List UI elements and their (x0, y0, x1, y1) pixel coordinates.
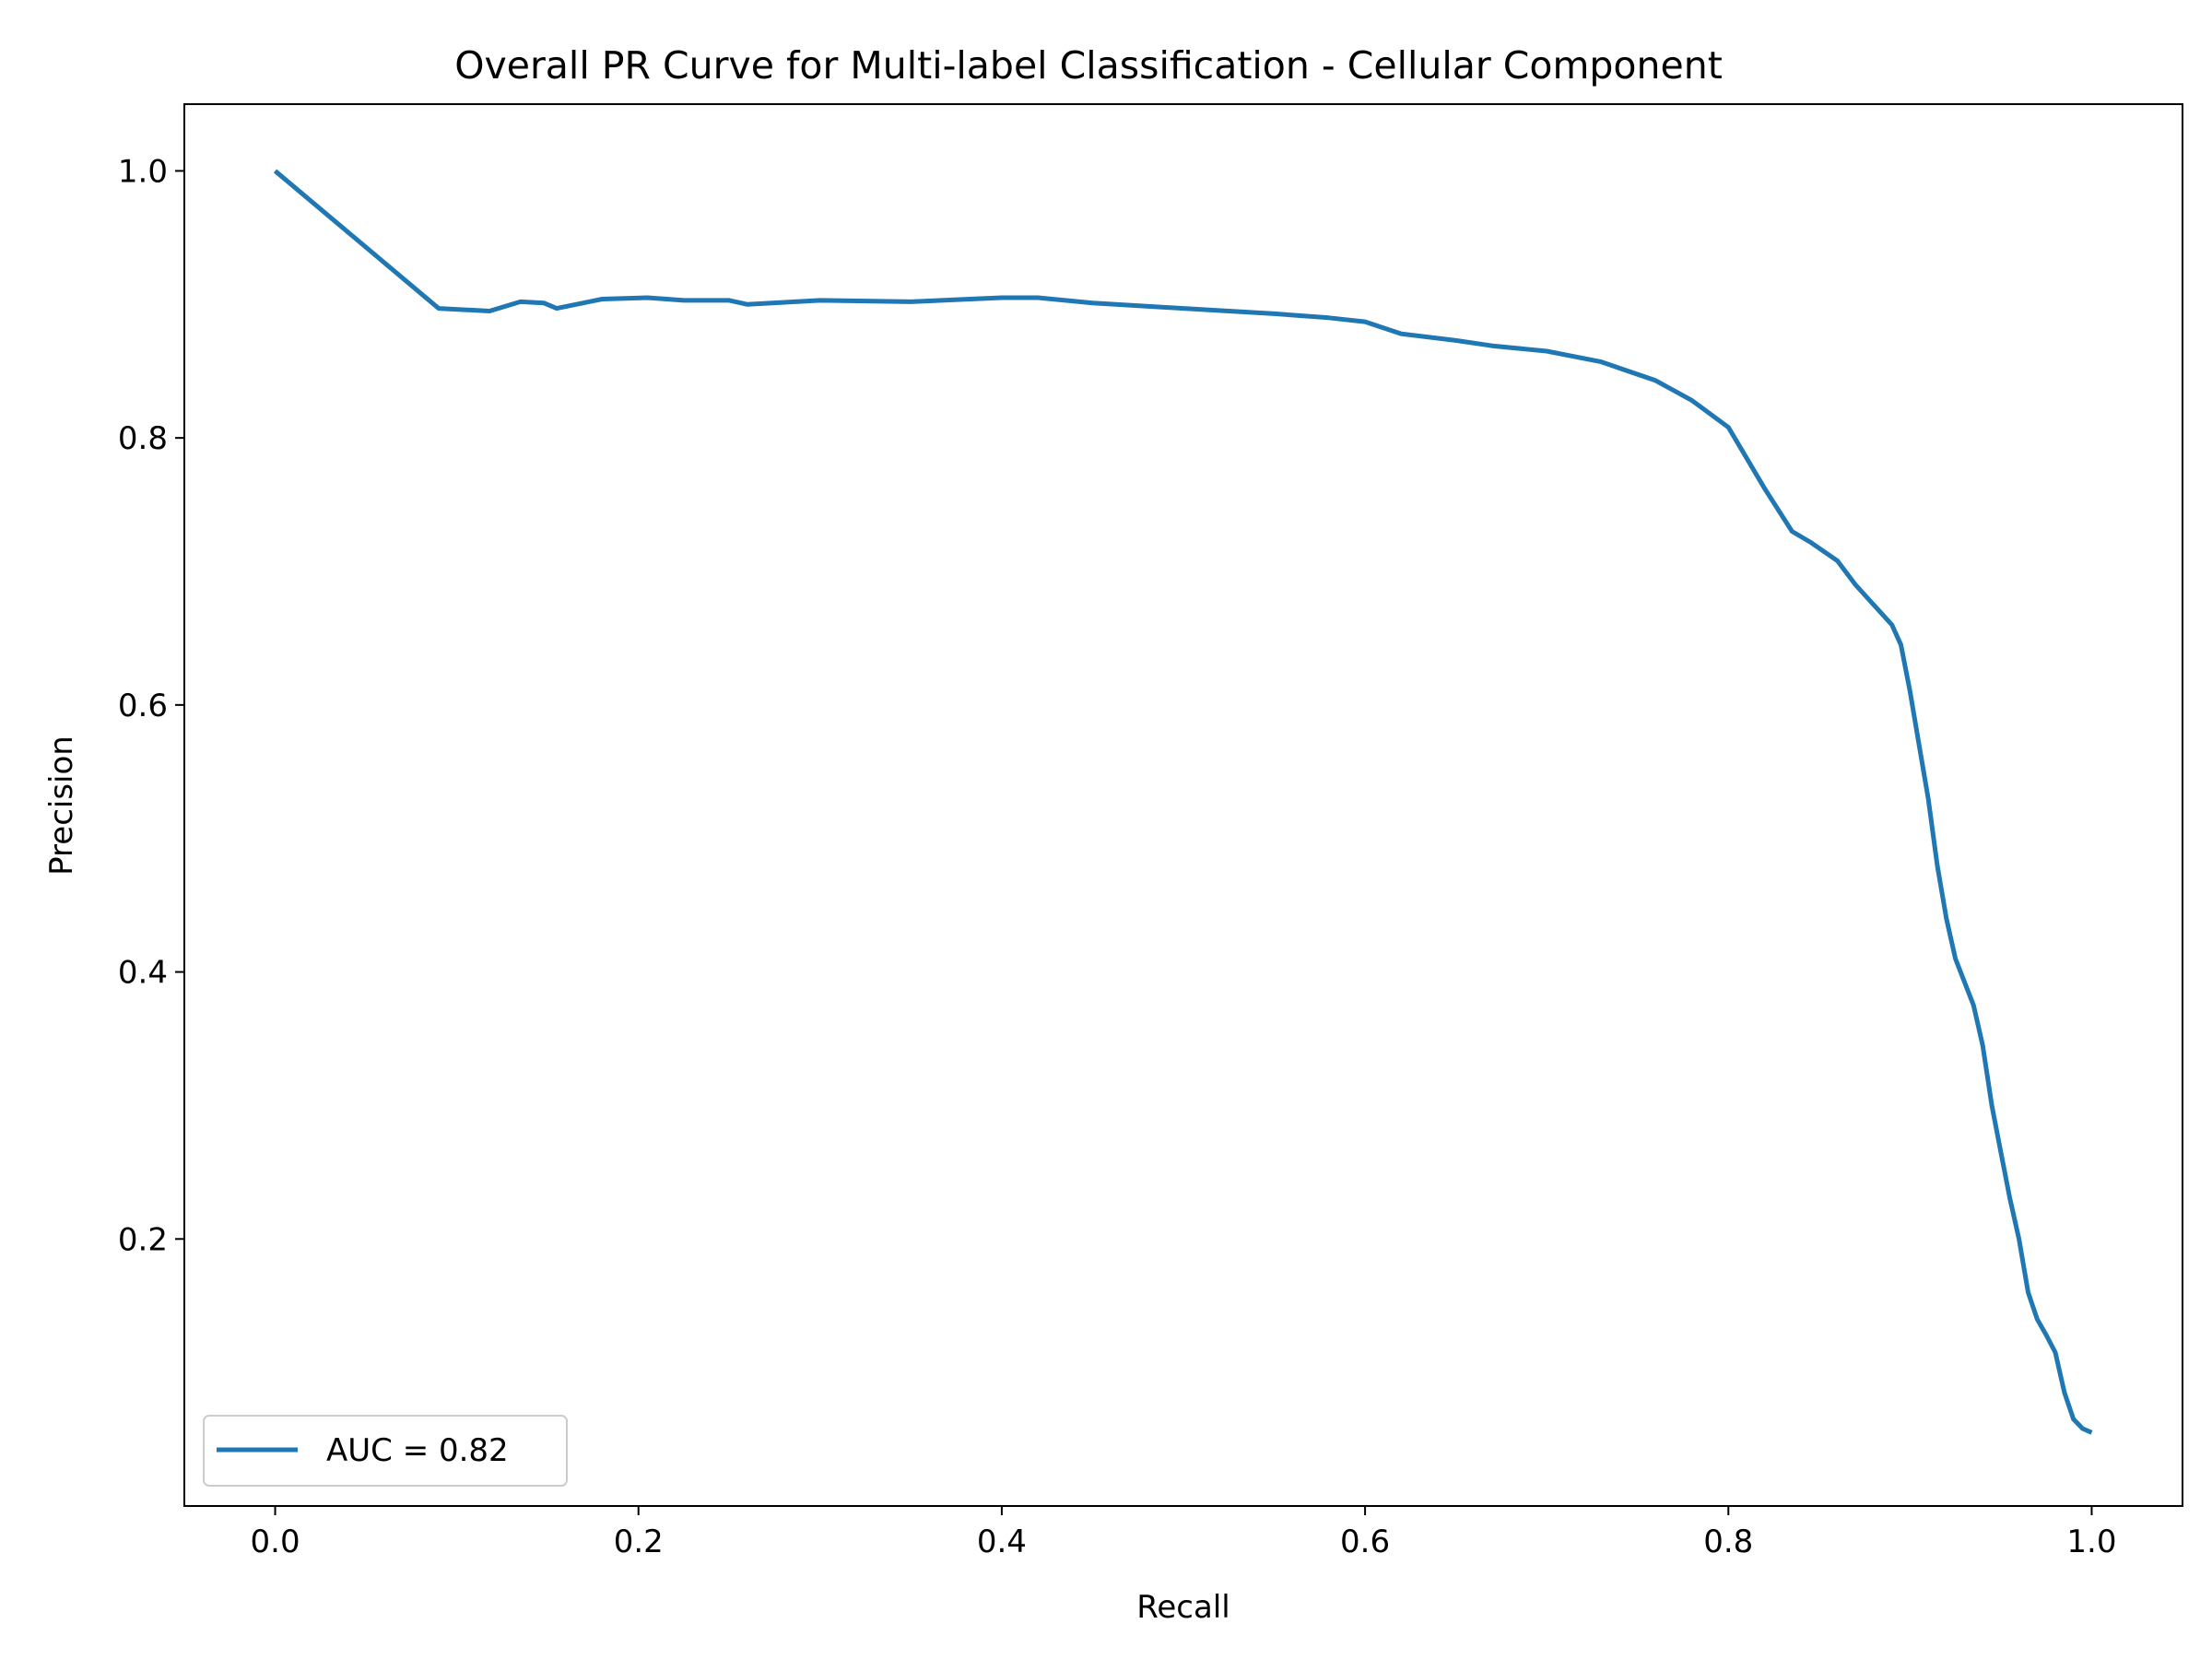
legend: AUC = 0.82 (203, 1415, 568, 1487)
y-tick-label: 0.8 (118, 420, 168, 457)
y-tick-label: 0.2 (118, 1221, 168, 1258)
chart-title: Overall PR Curve for Multi-label Classif… (454, 43, 1723, 88)
y-tick-label: 0.6 (118, 688, 168, 724)
series-layer (273, 169, 2093, 1435)
y-axis-label: Precision (43, 735, 80, 876)
x-ticks: 0.0 0.2 0.4 0.6 0.8 1.0 (251, 1506, 2116, 1560)
y-tick-label: 0.4 (118, 955, 168, 992)
x-tick-label: 0.0 (251, 1524, 300, 1560)
x-tick-label: 0.2 (614, 1524, 664, 1560)
plot-area (184, 104, 2183, 1506)
y-tick-label: 1.0 (118, 153, 168, 190)
y-ticks: 0.2 0.4 0.6 0.8 1.0 (118, 153, 184, 1258)
x-tick-label: 1.0 (2066, 1524, 2116, 1560)
x-tick-label: 0.6 (1340, 1524, 1390, 1560)
legend-box (203, 1415, 568, 1487)
x-tick-label: 0.8 (1703, 1524, 1753, 1560)
x-axis-label: Recall (1136, 1589, 1230, 1626)
plot-frame (183, 103, 2183, 1507)
legend-entry-label: AUC = 0.82 (326, 1432, 509, 1469)
series-line-0 (273, 169, 2093, 1435)
x-tick-label: 0.4 (977, 1524, 1027, 1560)
